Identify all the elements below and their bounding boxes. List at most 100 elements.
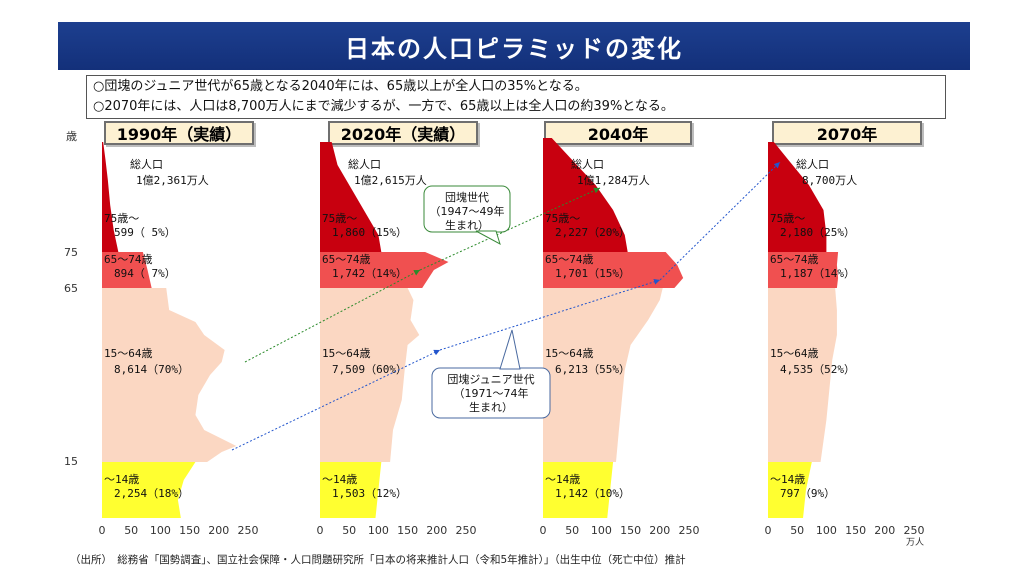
pyramid-2-group-3-age: ～14歳 (545, 473, 580, 486)
dankai-callout (423, 185, 511, 246)
pyramid-3-group-3-age: ～14歳 (770, 473, 805, 486)
dankai-callout-line: 生まれ） (445, 218, 489, 232)
junior-arrow-1 (231, 349, 441, 451)
pyramid-3-band-75plus (768, 142, 827, 252)
pyramid-3-x-tick: 250 (904, 524, 925, 537)
pyramid-1-band-15to64 (320, 288, 420, 462)
source-note: （出所） 総務省「国勢調査」、国立社会保障・人口問題研究所「日本の将来推計人口（… (70, 554, 686, 566)
pyramid-3-total-value: 8,700万人 (802, 174, 857, 187)
pyramid-0-group-1-age: 65～74歳 (104, 253, 153, 266)
pyramid-1-band-75plus (320, 142, 382, 252)
pyramid-3-total-label: 総人口 (796, 157, 829, 171)
dankai-arrow-2 (419, 187, 601, 271)
pyramid-1-group-2-value: 7,509（60%） (332, 363, 407, 376)
pyramid-0-group-2-age: 15～64歳 (104, 347, 153, 360)
pyramid-1-group-1-age: 65～74歳 (322, 253, 371, 266)
pyramid-1-total-value: 1億2,615万人 (354, 174, 427, 187)
pyramid-0-band-15to64 (102, 288, 237, 462)
age-unit-label: 歳 (66, 130, 77, 143)
pyramid-0-x-tick: 200 (208, 524, 229, 537)
pyramid-1-x-tick: 150 (397, 524, 418, 537)
pyramid-0-total-value: 1億2,361万人 (136, 174, 209, 187)
note-line-2: ○2070年には、人口は8,700万人にまで減少するが、一方で、65歳以上は全人… (93, 99, 674, 114)
dankai-callout-line: （1947～49年 (430, 204, 505, 218)
age-tick-15: 15 (64, 455, 78, 468)
pyramid-1-group-0-age: 75歳～ (322, 212, 357, 225)
junior-arrow-3 (659, 161, 781, 281)
pyramid-1-group-3-value: 1,503（12%） (332, 487, 407, 500)
pyramid-3-x-tick: 100 (816, 524, 837, 537)
junior-arrow-2 (439, 278, 661, 351)
pyramid-2-x-tick: 200 (649, 524, 670, 537)
pyramid-2-group-0-value: 2,227（20%） (555, 226, 630, 239)
pyramid-1-group-3-age: ～14歳 (322, 473, 357, 486)
note-line-1: ○団塊のジュニア世代が65歳となる2040年には、65歳以上が全人口の35%とな… (93, 79, 588, 94)
pyramid-2-x-tick: 50 (565, 524, 579, 537)
pyramid-0-group-2-value: 8,614（70%） (114, 363, 189, 376)
pyramid-1-band-0to14 (320, 462, 382, 518)
pyramid-0-group-3-value: 2,254（18%） (114, 487, 189, 500)
page-title: 日本の人口ピラミッドの変化 (58, 22, 970, 70)
pyramid-3-group-0-value: 2,180（25%） (780, 226, 855, 239)
pyramid-2-band-65to74 (543, 252, 684, 288)
dankai-arrow-1 (244, 269, 421, 363)
pyramid-2-x-tick: 100 (591, 524, 612, 537)
pyramid-0-band-65to74 (102, 252, 152, 288)
pyramid-0-group-1-value: 894（ 7%） (114, 267, 176, 280)
pyramid-0-band-0to14 (102, 462, 196, 518)
pyramid-2-group-1-age: 65～74歳 (545, 253, 594, 266)
panel-title-2070: 2070年 (772, 121, 922, 145)
pyramid-0-group-3-age: ～14歳 (104, 473, 139, 486)
pyramid-2-group-1-value: 1,701（15%） (555, 267, 630, 280)
pyramid-3-x-tick: 150 (845, 524, 866, 537)
pyramid-3-group-1-value: 1,187（14%） (780, 267, 855, 280)
dankai-callout-line: 団塊世代 (445, 191, 489, 204)
pyramid-0-group-0-value: 599（ 5%） (114, 226, 176, 239)
pyramid-0-x-tick: 100 (150, 524, 171, 537)
age-tick-75: 75 (64, 246, 78, 259)
pyramid-3-group-3-value: 797（9%） (780, 487, 835, 500)
junior-callout (431, 329, 551, 419)
pyramid-1-group-2-age: 15～64歳 (322, 347, 371, 360)
panel-title-1990: 1990年（実績） (104, 121, 254, 145)
pyramid-2-group-2-value: 6,213（55%） (555, 363, 630, 376)
pyramid-3-x-tick: 50 (790, 524, 804, 537)
pyramid-1-x-tick: 250 (456, 524, 477, 537)
pyramid-2-x-tick: 0 (540, 524, 547, 537)
pyramid-1-x-tick: 100 (368, 524, 389, 537)
pyramid-0-group-0-age: 75歳～ (104, 212, 139, 225)
pyramid-1-x-tick: 200 (426, 524, 447, 537)
pyramid-1-x-tick: 0 (317, 524, 324, 537)
pyramid-0-x-tick: 250 (238, 524, 259, 537)
age-tick-65: 65 (64, 282, 78, 295)
pyramid-3-group-2-value: 4,535（52%） (780, 363, 855, 376)
pyramid-3-band-15to64 (768, 288, 837, 462)
pyramid-2-x-tick: 250 (679, 524, 700, 537)
notes-box: ○団塊のジュニア世代が65歳となる2040年には、65歳以上が全人口の35%とな… (86, 75, 946, 119)
pyramid-0-x-tick: 0 (99, 524, 106, 537)
pyramid-0-x-tick: 50 (124, 524, 138, 537)
pyramid-0-x-tick: 150 (179, 524, 200, 537)
pyramid-1-band-65to74 (320, 252, 449, 288)
junior-callout-line: 団塊ジュニア世代 (447, 373, 534, 386)
pyramid-1-total-label: 総人口 (348, 157, 381, 171)
pyramid-1-x-tick: 50 (342, 524, 356, 537)
panel-title-2040: 2040年 (544, 121, 692, 145)
pyramid-3-band-65to74 (768, 252, 839, 288)
pyramid-2-group-3-value: 1,142（10%） (555, 487, 630, 500)
panel-title-2020: 2020年（実績） (328, 121, 478, 145)
pyramid-2-total-label: 総人口 (571, 157, 604, 171)
pyramid-2-group-0-age: 75歳～ (545, 212, 580, 225)
pyramid-1-group-0-value: 1,860（15%） (332, 226, 407, 239)
pyramid-2-band-15to64 (543, 288, 663, 462)
pyramid-0-band-75plus (102, 142, 119, 252)
pyramid-3-x-tick: 0 (765, 524, 772, 537)
pyramid-3-group-2-age: 15～64歳 (770, 347, 819, 360)
x-axis-unit: 万人 (906, 537, 924, 548)
pyramid-2-band-0to14 (543, 462, 614, 518)
pyramid-2-total-value: 1億1,284万人 (577, 174, 650, 187)
pyramid-2-x-tick: 150 (620, 524, 641, 537)
pyramid-3-group-1-age: 65～74歳 (770, 253, 819, 266)
pyramid-2-group-2-age: 15～64歳 (545, 347, 594, 360)
